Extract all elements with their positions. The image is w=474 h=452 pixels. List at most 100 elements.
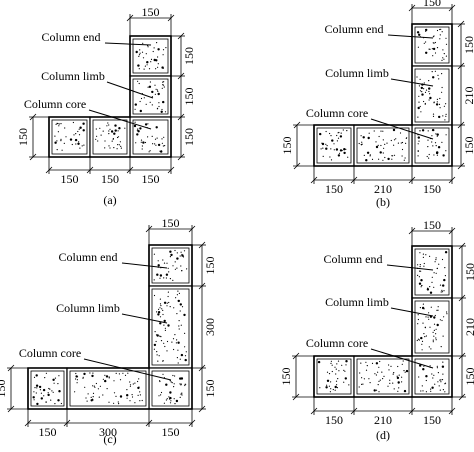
right-dim-value: 150 [182, 128, 196, 146]
aggregate-dot [112, 138, 114, 140]
aggregate-dot [437, 381, 439, 383]
aggregate-dot [45, 401, 47, 403]
aggregate-dot [148, 85, 152, 89]
aggregate-dot [436, 365, 438, 367]
aggregate-dot [381, 371, 383, 373]
aggregate-dot [442, 284, 445, 287]
aggregate-dot [445, 37, 447, 39]
aggregate-dot [148, 68, 151, 70]
aggregate-dot [104, 379, 107, 383]
aggregate-dot [444, 391, 446, 393]
column-limb-label: Column limb [41, 69, 105, 83]
aggregate-dot [100, 134, 102, 136]
aggregate-dot [432, 76, 435, 79]
aggregate-dot [74, 391, 76, 393]
aggregate-dot [420, 286, 422, 288]
arm-limb-cell-inner [356, 127, 410, 164]
column-end-leader [387, 34, 434, 39]
column-core-label: Column core [19, 346, 81, 360]
aggregate-dot [171, 341, 173, 343]
aggregate-dot [162, 84, 165, 86]
aggregate-dot [180, 324, 182, 326]
aggregate-dot [173, 398, 175, 400]
aggregate-dot [380, 130, 382, 132]
aggregate-dot [395, 138, 397, 140]
arm-limb-cell [66, 367, 150, 410]
aggregate-dot [137, 380, 139, 383]
aggregate-dot [328, 385, 330, 387]
right-dim-value: 150 [463, 368, 474, 386]
aggregate-dot [425, 89, 428, 91]
aggregate-dot [173, 348, 175, 351]
aggregate-dot [92, 385, 94, 387]
aggregate-dot [435, 257, 437, 259]
aggregate-dot [393, 139, 396, 141]
column-core-leader [88, 109, 152, 130]
column-core-cell-inner [151, 370, 190, 407]
panel-caption: (b) [376, 195, 390, 209]
aggregate-dot [135, 142, 137, 144]
aggregate-dot [147, 46, 149, 48]
aggregate-dot [155, 334, 158, 336]
column-core-cell-inner [132, 119, 169, 155]
aggregate-dot [82, 376, 84, 378]
aggregate-dot [336, 140, 338, 142]
aggregate-dot [426, 155, 428, 158]
aggregate-dot [392, 373, 394, 375]
aggregate-dot [172, 265, 174, 267]
aggregate-dot [127, 372, 129, 374]
aggregate-dot [400, 142, 402, 144]
aggregate-dot [157, 48, 160, 51]
aggregate-dot [159, 274, 163, 277]
dimension-tick [448, 407, 456, 415]
aggregate-dot [120, 396, 122, 398]
aggregate-dot [175, 399, 179, 403]
aggregate-dot [78, 134, 81, 136]
aggregate-dot [338, 131, 340, 134]
aggregate-dot [169, 306, 171, 308]
arm-limb-cell [89, 116, 131, 158]
aggregate-dot [436, 98, 438, 100]
aggregate-dot [160, 391, 163, 394]
aggregate-dot [424, 102, 426, 105]
aggregate-dot [172, 338, 175, 340]
aggregate-dot [430, 306, 432, 308]
bottom-dim-value: 210 [374, 413, 392, 427]
aggregate-dot [61, 149, 63, 151]
aggregate-dot [417, 150, 419, 152]
aggregate-dot [373, 130, 375, 132]
aggregate-dot [434, 41, 436, 44]
aggregate-dot [60, 123, 62, 125]
aggregate-dot [420, 390, 422, 392]
aggregate-dot [82, 129, 85, 132]
aggregate-dot [431, 48, 433, 50]
aggregate-dot [137, 386, 140, 390]
aggregate-dot [167, 324, 170, 327]
dimension-tick [408, 407, 416, 415]
aggregate-dot [166, 340, 169, 343]
aggregate-dot [139, 391, 141, 393]
aggregate-dot [72, 121, 74, 124]
aggregate-dot [417, 46, 419, 48]
aggregate-dot [432, 113, 435, 115]
aggregate-dot [134, 103, 137, 106]
aggregate-dot [166, 262, 168, 264]
aggregate-dot [366, 365, 368, 367]
bottom-dim-value: 150 [423, 413, 441, 427]
aggregate-dot [56, 140, 58, 142]
aggregate-dot [379, 360, 381, 363]
aggregate-dot [343, 369, 345, 371]
aggregate-dot [439, 107, 441, 109]
aggregate-dot [166, 350, 168, 352]
aggregate-dot [430, 390, 432, 392]
aggregate-dot [168, 396, 170, 398]
column-limb-cell-inner [414, 68, 450, 123]
aggregate-dot [159, 298, 161, 300]
aggregate-dot [54, 403, 56, 405]
aggregate-dot [92, 372, 94, 374]
aggregate-dot [443, 53, 445, 55]
aggregate-dot [371, 158, 374, 160]
right-dim-value: 150 [462, 36, 474, 54]
aggregate-dot [162, 309, 164, 311]
aggregate-dot [108, 376, 110, 378]
